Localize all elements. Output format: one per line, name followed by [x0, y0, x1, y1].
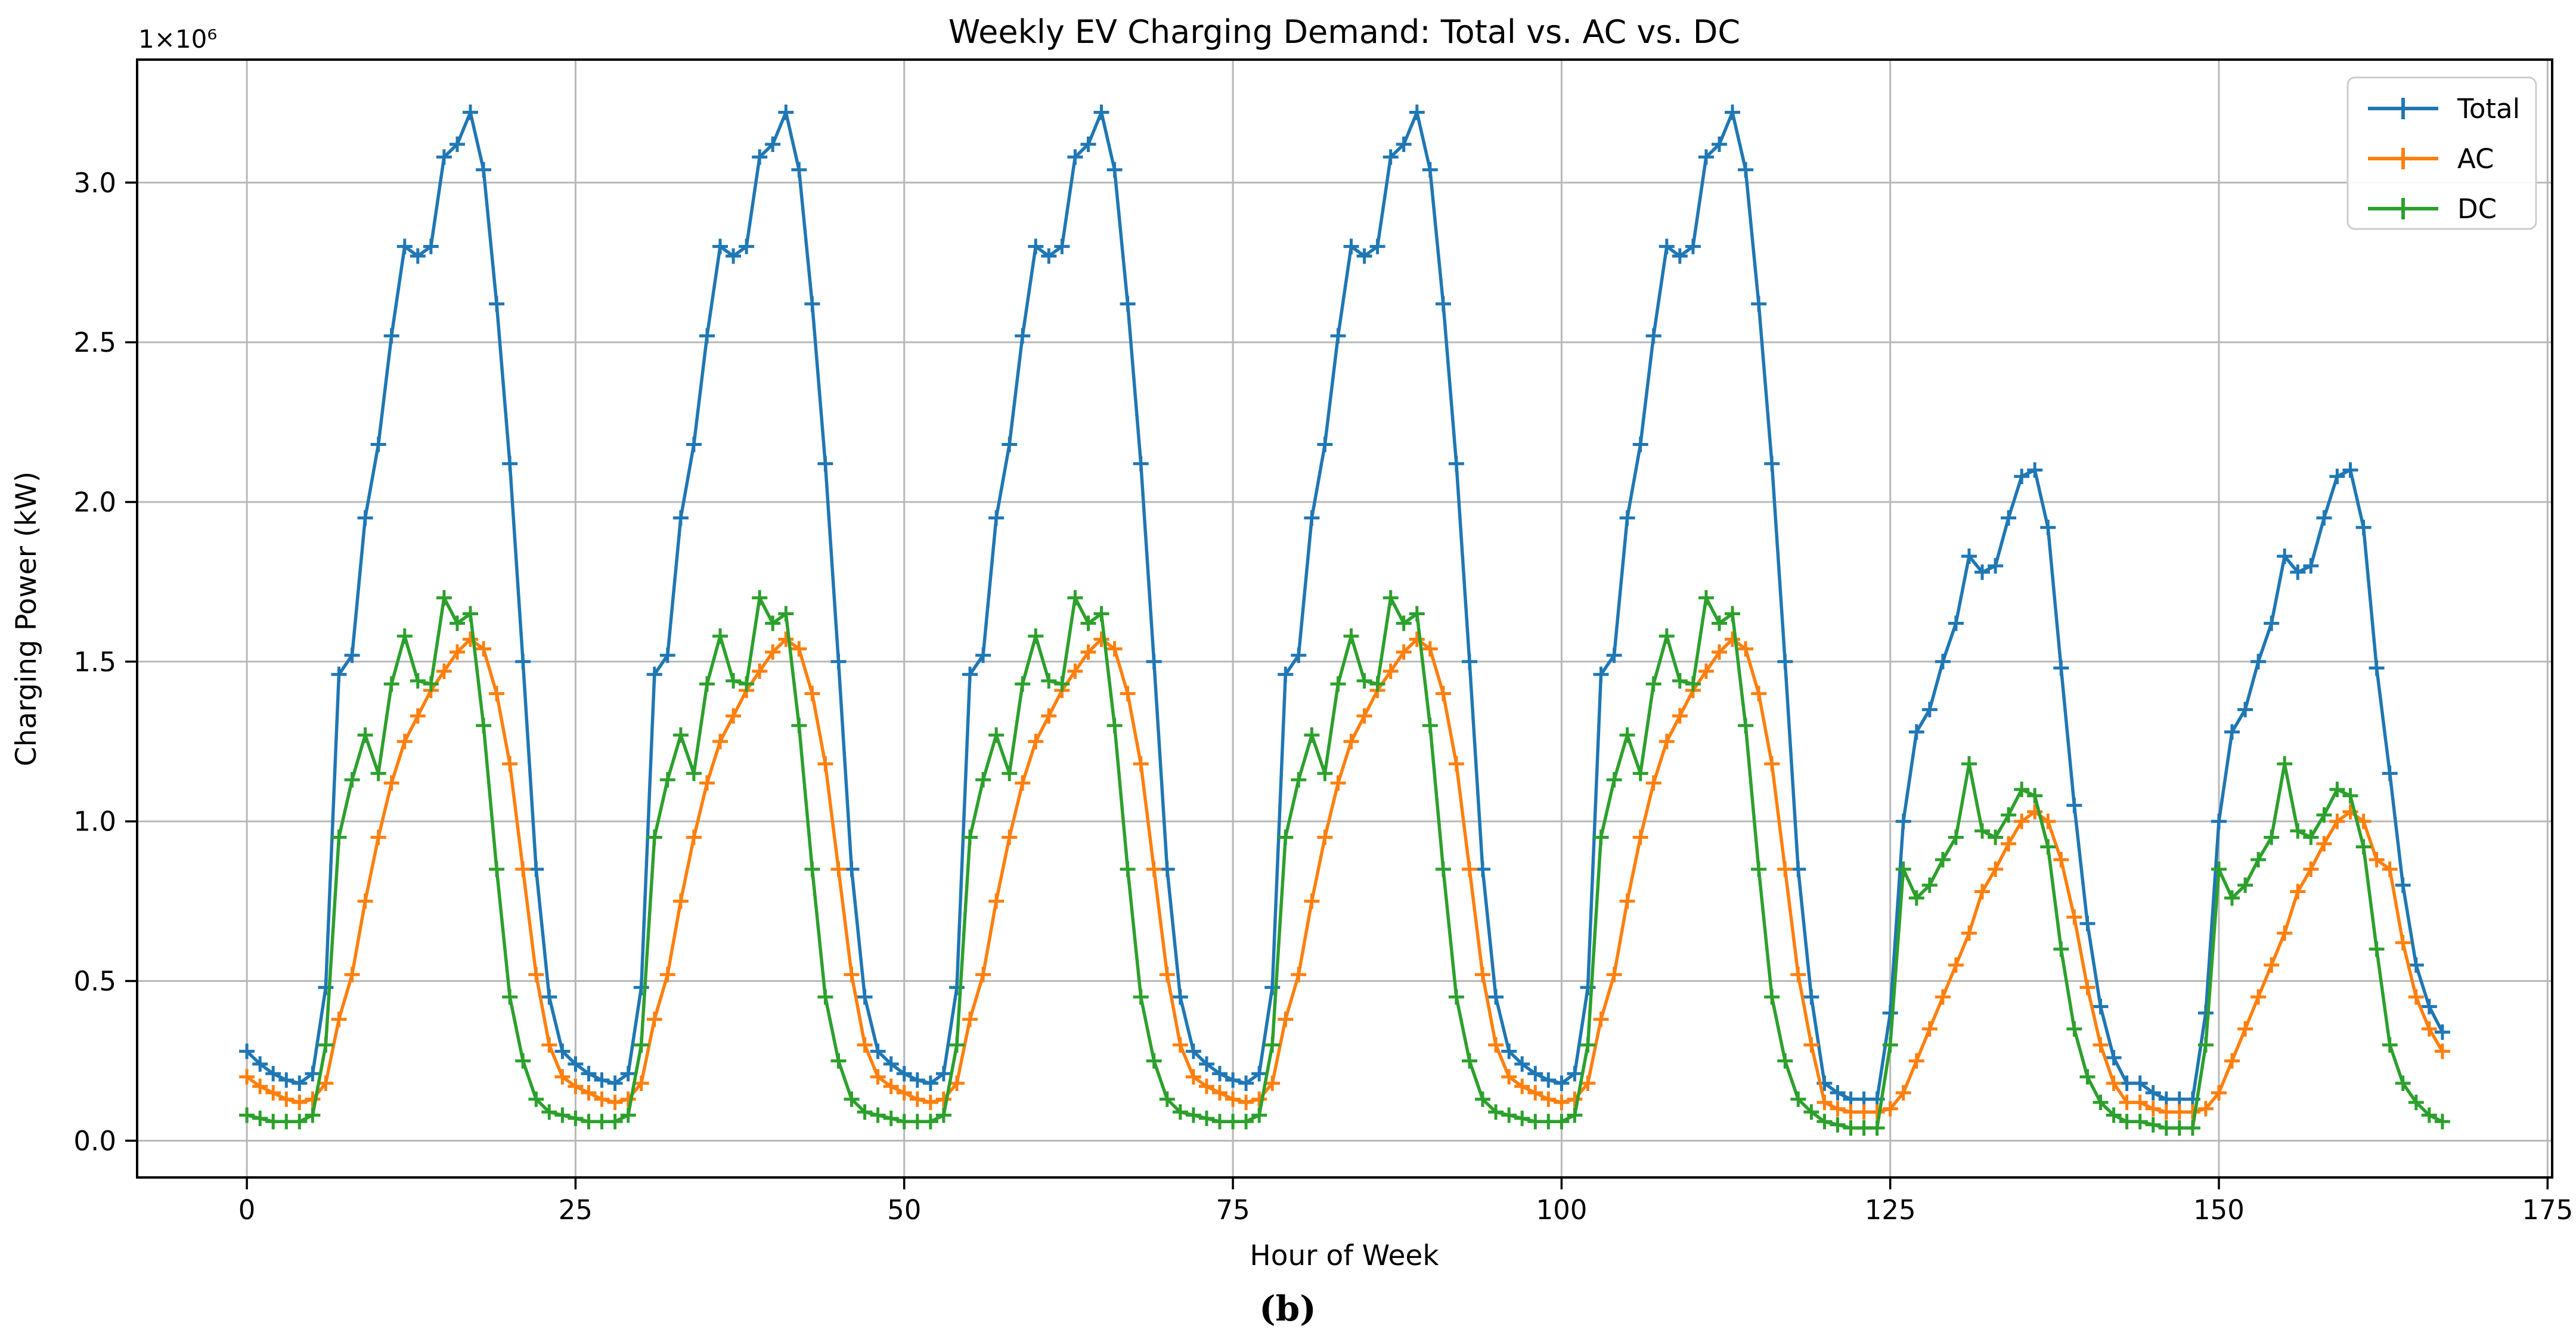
axes-spines — [136, 58, 2553, 1179]
x-tick-label: 175 — [2522, 1194, 2573, 1226]
legend-plus-marker-dc — [2392, 198, 2414, 219]
legend-frame — [2346, 76, 2537, 230]
x-tick-label: 25 — [559, 1194, 593, 1226]
y-tick-label: 1.0 — [73, 806, 116, 838]
chart-title: Weekly EV Charging Demand: Total vs. AC … — [948, 13, 1740, 51]
y-tick-label: 3.0 — [73, 167, 116, 199]
y-tick-label: 2.0 — [73, 486, 116, 518]
x-tick-label: 150 — [2193, 1194, 2245, 1226]
legend-plus-marker-ac — [2392, 148, 2414, 169]
legend-label-ac: AC — [2457, 143, 2494, 175]
y-axis-offset-text: 1×10⁶ — [138, 24, 217, 54]
series-plus-markers-ac — [239, 631, 2450, 1120]
axis-ticks — [125, 181, 2549, 1189]
series-plus-markers-total — [239, 104, 2450, 1107]
plot-area — [137, 60, 2552, 1177]
x-tick-label: 0 — [238, 1194, 256, 1226]
y-tick-label: 2.5 — [73, 327, 116, 358]
legend-item-total: Total — [2368, 93, 2520, 125]
legend: Total AC DC — [2346, 76, 2537, 230]
legend-label-total: Total — [2457, 93, 2520, 125]
x-tick-label: 100 — [1536, 1194, 1587, 1226]
x-tick-label: 75 — [1216, 1194, 1250, 1226]
grid-lines — [137, 60, 2552, 1177]
y-tick-label: 1.5 — [73, 646, 116, 678]
data-series — [239, 104, 2450, 1136]
axis-tick-labels: 0 25 50 75 100 125 150 175 0.0 0.5 1.0 1.5 2.0 2.5 3.0 — [73, 167, 2573, 1226]
y-tick-label: 0.5 — [73, 966, 116, 997]
y-tick-label: 0.0 — [73, 1125, 116, 1157]
y-axis-label: Charging Power (kW) — [10, 472, 43, 767]
plot-border-spines — [136, 58, 2553, 1179]
series-plus-markers-dc — [239, 590, 2450, 1136]
x-axis-label: Hour of Week — [1250, 1239, 1439, 1272]
legend-item-ac: AC — [2368, 143, 2494, 175]
legend-label-dc: DC — [2457, 193, 2497, 225]
legend-plus-marker-total — [2392, 98, 2414, 119]
x-tick-label: 125 — [1865, 1194, 1916, 1226]
figure-caption: (b) — [1259, 1288, 1316, 1329]
x-tick-label: 50 — [887, 1194, 921, 1226]
legend-item-dc: DC — [2368, 193, 2497, 225]
